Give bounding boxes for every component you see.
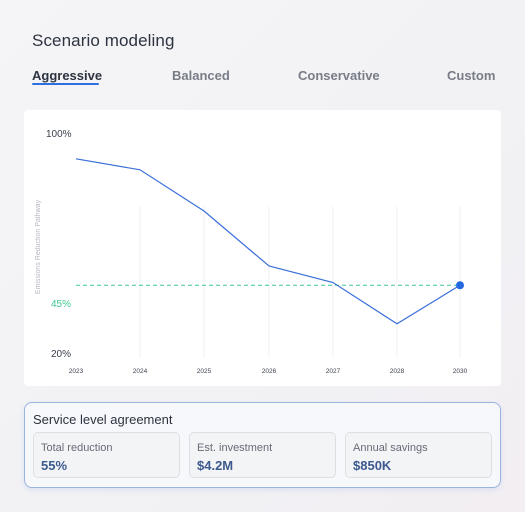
target-label: 45% <box>51 299 71 310</box>
sla-title: Service level agreement <box>33 412 173 427</box>
tab-conservative[interactable]: Conservative <box>298 68 380 83</box>
metric-label: Total reduction <box>41 442 113 454</box>
active-tab-indicator <box>32 83 99 85</box>
x-tick-label: 2030 <box>453 368 468 375</box>
y-tick-bottom: 20% <box>51 349 71 360</box>
x-tick-label: 2025 <box>197 368 212 375</box>
series-line <box>75 158 461 325</box>
metric-annual-savings: Annual savings $850K <box>345 432 492 478</box>
emissions-chart: Emissions Reduction Pathway 100% 20% 45%… <box>35 129 468 375</box>
metric-value: $850K <box>353 458 392 473</box>
x-tick-label: 2024 <box>133 368 148 375</box>
metric-value: $4.2M <box>197 458 234 473</box>
metric-est-investment: Est. investment $4.2M <box>189 432 336 478</box>
metric-label: Annual savings <box>353 442 428 454</box>
tab-aggressive[interactable]: Aggressive <box>32 68 103 83</box>
sla-card: Service level agreement Total reduction … <box>24 402 501 488</box>
x-tick-label: 2027 <box>326 368 341 375</box>
tab-balanced[interactable]: Balanced <box>172 68 230 83</box>
y-tick-top: 100% <box>46 129 72 140</box>
metric-label: Est. investment <box>197 442 273 454</box>
chart-grid <box>139 206 461 358</box>
metric-value: 55% <box>41 458 68 473</box>
x-tick-label: 2023 <box>69 368 84 375</box>
scenario-tabs: Aggressive Balanced Conservative Custom <box>0 62 525 92</box>
series-endpoint <box>456 281 464 290</box>
tab-custom[interactable]: Custom <box>447 68 496 83</box>
chart-card: Emissions Reduction Pathway 100% 20% 45%… <box>24 110 501 386</box>
x-axis-ticks: 2023 2024 2025 2026 2027 2028 2030 <box>69 368 468 375</box>
metric-total-reduction: Total reduction 55% <box>33 432 180 478</box>
page-title: Scenario modeling <box>32 31 175 50</box>
series-points <box>456 281 464 290</box>
x-tick-label: 2028 <box>390 368 405 375</box>
y-axis-label: Emissions Reduction Pathway <box>35 199 42 294</box>
x-tick-label: 2026 <box>262 368 277 375</box>
